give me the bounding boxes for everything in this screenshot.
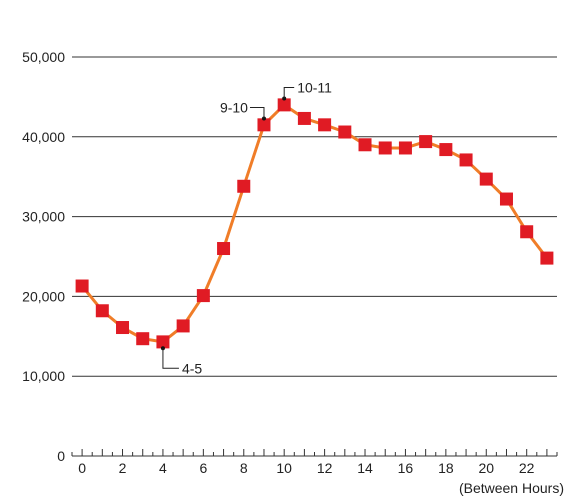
data-point [338, 125, 352, 139]
x-tick-label: 22 [519, 460, 535, 476]
x-tick-label: 14 [357, 460, 373, 476]
data-point [196, 289, 210, 303]
annotation-leader [162, 348, 179, 369]
y-tick-label: 50,000 [22, 49, 65, 65]
x-tick-label: 0 [78, 460, 86, 476]
data-point [520, 225, 534, 239]
annotation-label: 10-11 [297, 79, 332, 95]
data-point [419, 135, 433, 149]
y-tick-label: 20,000 [22, 288, 65, 304]
data-point [479, 172, 493, 186]
x-tick-label: 6 [199, 460, 207, 476]
data-point [75, 279, 89, 293]
x-axis-unit-label: (Between Hours) [459, 480, 564, 496]
y-tick-label: 40,000 [22, 129, 65, 145]
data-point [459, 153, 473, 167]
data-point [156, 335, 170, 349]
x-tick-label: 10 [276, 460, 292, 476]
data-point [398, 141, 412, 155]
x-tick-label: 20 [478, 460, 494, 476]
series-line [80, 103, 549, 344]
x-tick-label: 12 [317, 460, 333, 476]
data-point [297, 111, 311, 125]
annotation-label: 4-5 [182, 360, 202, 376]
y-tick-label: 30,000 [22, 209, 65, 225]
data-point [318, 118, 332, 132]
y-axis: 0 10,000 20,000 30,000 40,000 50,000 [22, 49, 65, 464]
data-point [116, 321, 130, 335]
y-tick-label: 0 [57, 448, 65, 464]
annotations: 4-5 9-10 10-11 [160, 79, 332, 376]
x-tick-label: 4 [159, 460, 167, 476]
data-point [95, 304, 109, 318]
data-point [136, 332, 150, 346]
data-point [257, 118, 271, 132]
x-axis: 0 2 4 6 8 10 12 14 16 18 20 22 [71, 449, 558, 476]
data-point [237, 179, 251, 193]
series [75, 98, 554, 349]
x-tick-label: 16 [398, 460, 414, 476]
data-point [499, 192, 513, 206]
data-point [378, 141, 392, 155]
x-tick-label: 18 [438, 460, 454, 476]
y-tick-label: 10,000 [22, 368, 65, 384]
annotation-leader [283, 86, 295, 99]
data-point [217, 242, 231, 256]
data-point [439, 143, 453, 157]
annotation-label: 9-10 [220, 99, 248, 115]
data-point [358, 138, 372, 152]
data-point [540, 251, 554, 265]
annotation-leader [249, 106, 265, 119]
gridlines [72, 56, 557, 377]
data-point [277, 98, 291, 112]
data-point [176, 319, 190, 333]
x-tick-label: 8 [240, 460, 248, 476]
x-tick-label: 2 [119, 460, 127, 476]
